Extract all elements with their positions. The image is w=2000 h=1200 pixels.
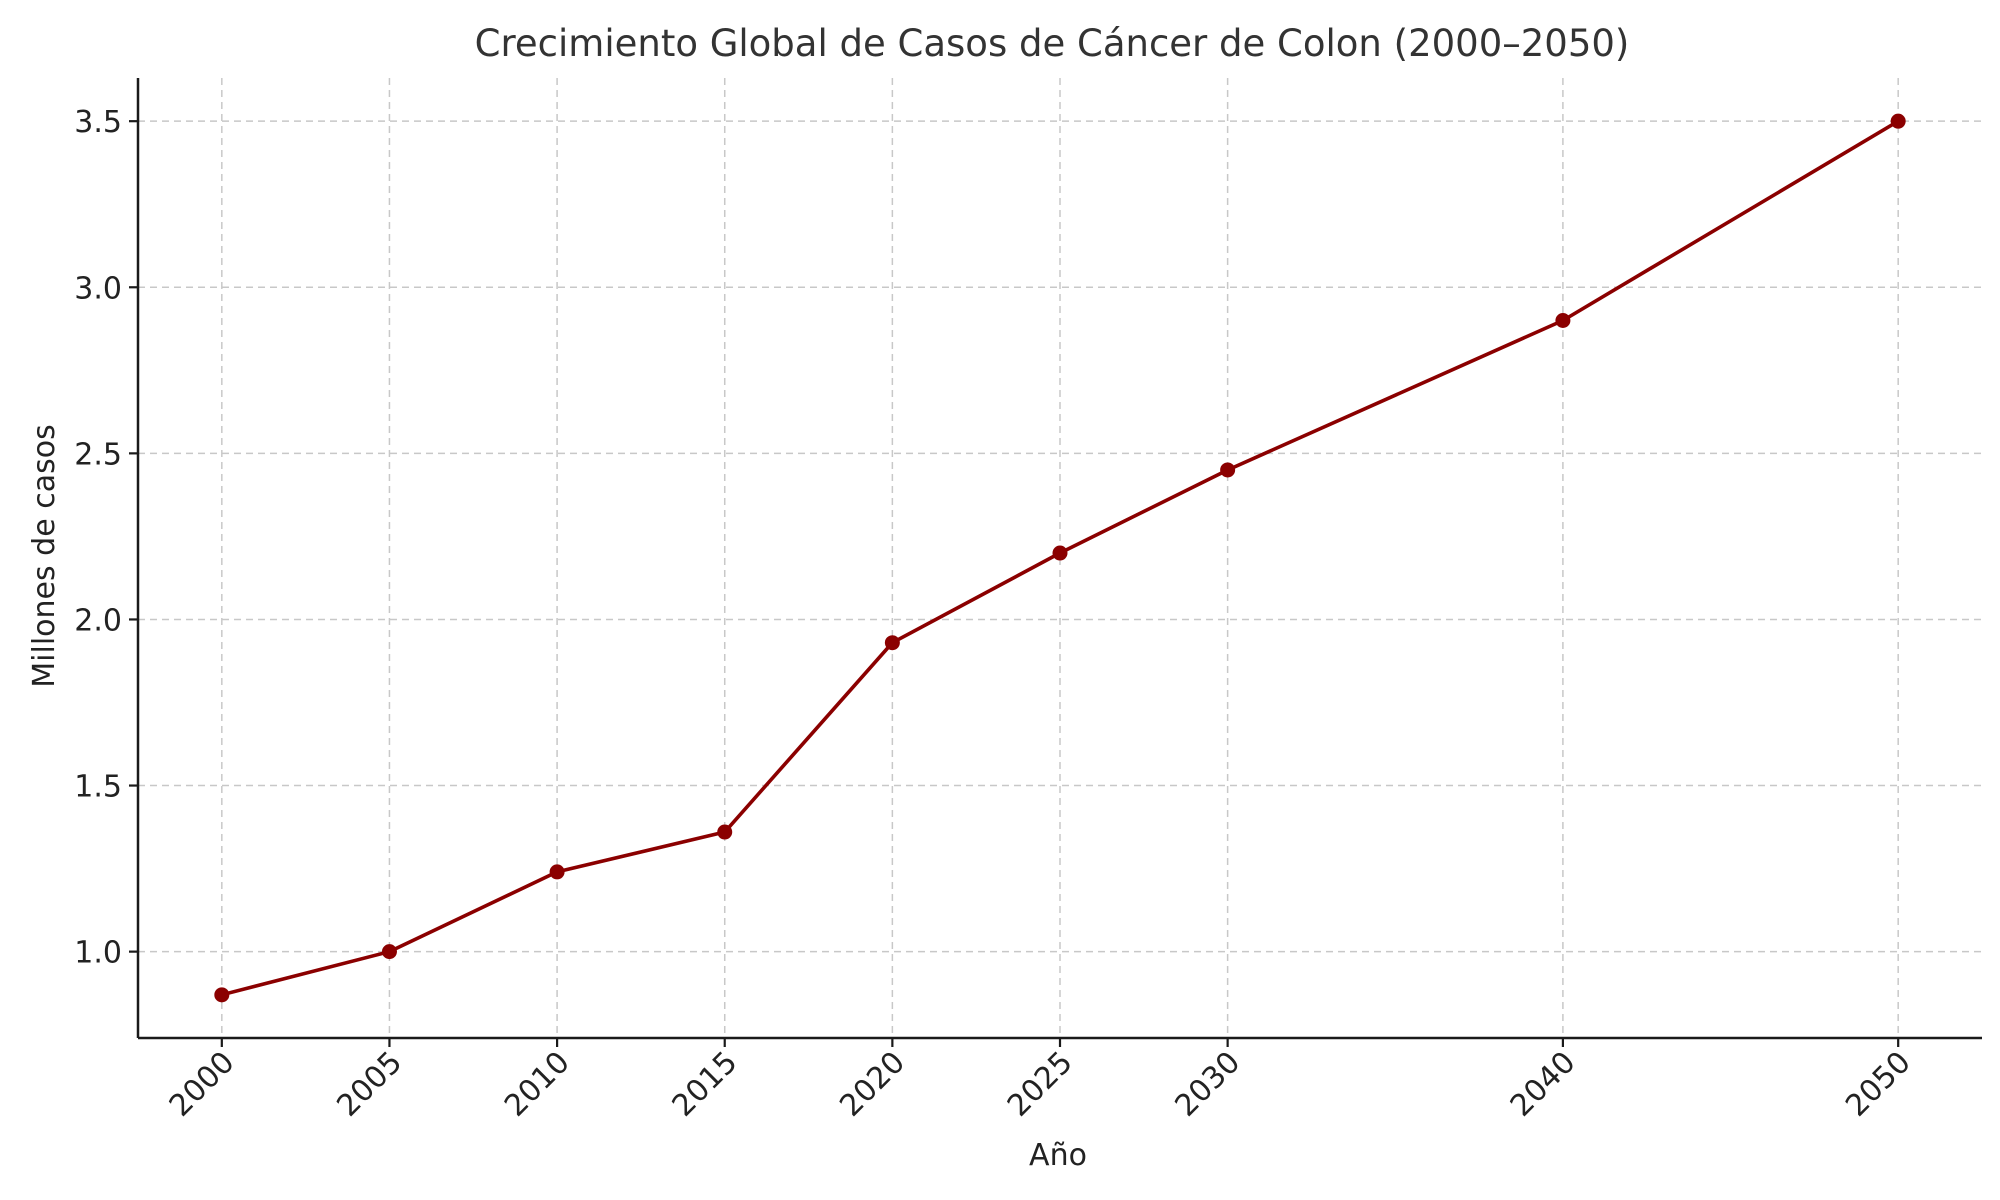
- x-tick-label: 2010: [498, 1045, 577, 1124]
- chart-title: Crecimiento Global de Casos de Cáncer de…: [475, 22, 1630, 65]
- data-point: [1052, 545, 1068, 561]
- x-tick-label: 2020: [833, 1045, 912, 1124]
- data-point: [1220, 462, 1236, 478]
- y-axis-label: Millones de casos: [27, 424, 62, 687]
- data-point: [381, 944, 397, 960]
- data-point: [214, 987, 230, 1003]
- y-tick-label: 3.0: [74, 271, 122, 306]
- y-tick-label: 2.5: [74, 437, 122, 472]
- y-tick-label: 1.0: [74, 936, 122, 971]
- data-point: [717, 824, 733, 840]
- data-point: [549, 864, 565, 880]
- series-layer: [214, 113, 1906, 1003]
- data-point: [1555, 312, 1571, 328]
- y-tick-label: 3.5: [74, 105, 122, 140]
- x-tick-label: 2040: [1504, 1045, 1583, 1124]
- x-axis-label: Año: [1029, 1138, 1087, 1173]
- x-tick-label: 2015: [666, 1045, 745, 1124]
- x-tick-label: 2025: [1001, 1045, 1080, 1124]
- y-tick-label: 2.0: [74, 603, 122, 638]
- tick-labels: 2000 2005 2010 2015 2020 2025 2030 2040 2050 1.0 1…: [74, 105, 1918, 1123]
- x-tick-label: 2030: [1169, 1045, 1248, 1124]
- y-tick-label: 1.5: [74, 770, 122, 805]
- axes: [129, 78, 1982, 1047]
- x-tick-label: 2050: [1839, 1045, 1918, 1124]
- x-tick-label: 2000: [163, 1045, 242, 1124]
- data-point: [1890, 113, 1906, 129]
- x-tick-label: 2005: [330, 1045, 409, 1124]
- grid: [138, 78, 1982, 1038]
- data-point: [884, 635, 900, 651]
